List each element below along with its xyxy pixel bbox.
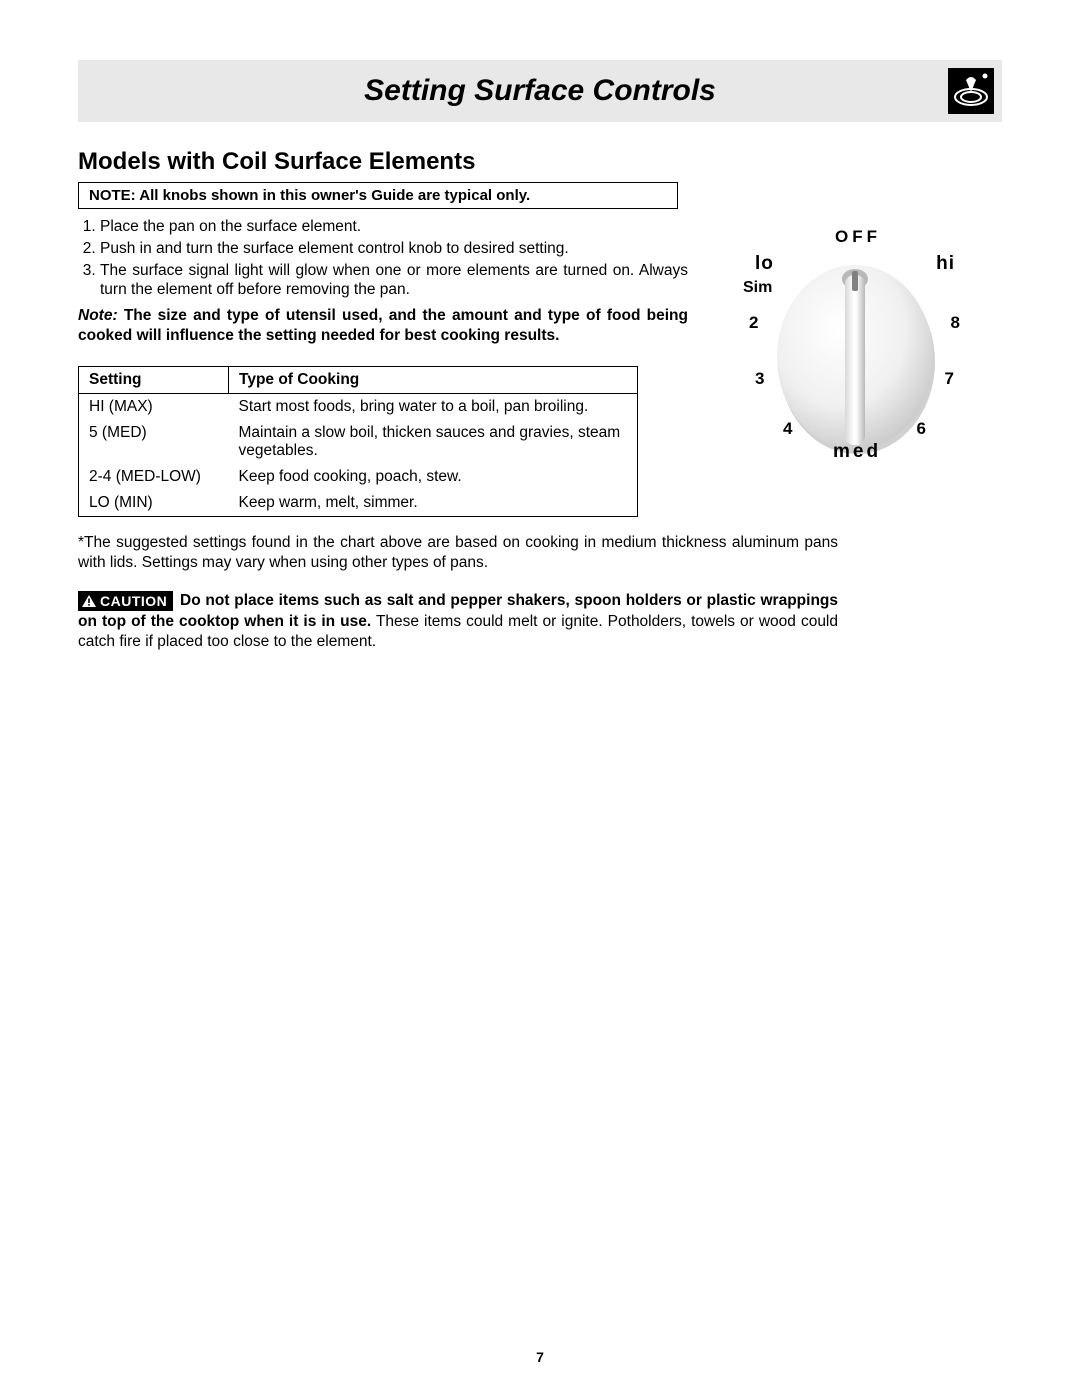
caution-paragraph: CAUTION Do not place items such as salt … bbox=[78, 591, 838, 652]
table-cell: LO (MIN) bbox=[79, 490, 229, 517]
warning-triangle-icon bbox=[82, 595, 96, 607]
page: Setting Surface Controls Models with Coi… bbox=[0, 0, 1080, 652]
settings-table: Setting Type of Cooking HI (MAX) Start m… bbox=[78, 366, 638, 517]
table-cell: Start most foods, bring water to a boil,… bbox=[229, 393, 638, 420]
knob-label-4: 4 bbox=[783, 419, 793, 439]
page-title: Setting Surface Controls bbox=[364, 74, 716, 108]
knob-label-hi: hi bbox=[936, 253, 955, 275]
table-cell: Maintain a slow boil, thicken sauces and… bbox=[229, 420, 638, 464]
knob-label-8: 8 bbox=[951, 313, 961, 333]
left-column: Place the pan on the surface element. Pu… bbox=[78, 217, 688, 517]
control-knob-diagram: OFF lo hi Sim 2 8 3 7 4 6 med bbox=[725, 227, 985, 487]
knob-label-7: 7 bbox=[945, 369, 955, 389]
section-heading: Models with Coil Surface Elements bbox=[78, 148, 1002, 176]
step-item: Place the pan on the surface element. bbox=[100, 217, 688, 237]
note-paragraph: Note: The size and type of utensil used,… bbox=[78, 306, 688, 346]
table-row: LO (MIN) Keep warm, melt, simmer. bbox=[79, 490, 638, 517]
table-cell: HI (MAX) bbox=[79, 393, 229, 420]
title-bar: Setting Surface Controls bbox=[78, 60, 1002, 122]
cooktop-icon bbox=[948, 68, 994, 114]
page-number: 7 bbox=[0, 1349, 1080, 1365]
steps-list: Place the pan on the surface element. Pu… bbox=[78, 217, 688, 300]
note-bold-text: The size and type of utensil used, and t… bbox=[78, 307, 688, 344]
knob-label-2: 2 bbox=[749, 313, 759, 333]
note-box: NOTE: All knobs shown in this owner's Gu… bbox=[78, 182, 678, 209]
table-cell: Keep food cooking, poach, stew. bbox=[229, 464, 638, 490]
knob-label-lo: lo bbox=[755, 253, 774, 275]
caution-label: CAUTION bbox=[100, 592, 167, 610]
table-row: 2-4 (MED-LOW) Keep food cooking, poach, … bbox=[79, 464, 638, 490]
step-item: Push in and turn the surface element con… bbox=[100, 239, 688, 259]
knob-label-med: med bbox=[833, 441, 881, 463]
content-row: Place the pan on the surface element. Pu… bbox=[78, 217, 1002, 517]
knob-label-sim: Sim bbox=[743, 279, 772, 297]
caution-badge: CAUTION bbox=[78, 591, 173, 611]
footnote: *The suggested settings found in the cha… bbox=[78, 533, 838, 573]
table-cell: 5 (MED) bbox=[79, 420, 229, 464]
table-header: Setting bbox=[79, 366, 229, 393]
table-cell: Keep warm, melt, simmer. bbox=[229, 490, 638, 517]
table-header: Type of Cooking bbox=[229, 366, 638, 393]
table-row: HI (MAX) Start most foods, bring water t… bbox=[79, 393, 638, 420]
knob-label-3: 3 bbox=[755, 369, 765, 389]
right-column: OFF lo hi Sim 2 8 3 7 4 6 med bbox=[708, 217, 1002, 517]
knob-label-6: 6 bbox=[917, 419, 927, 439]
table-row: 5 (MED) Maintain a slow boil, thicken sa… bbox=[79, 420, 638, 464]
table-cell: 2-4 (MED-LOW) bbox=[79, 464, 229, 490]
knob-label-off: OFF bbox=[835, 227, 881, 247]
note-lead: Note: bbox=[78, 307, 118, 324]
step-item: The surface signal light will glow when … bbox=[100, 261, 688, 301]
